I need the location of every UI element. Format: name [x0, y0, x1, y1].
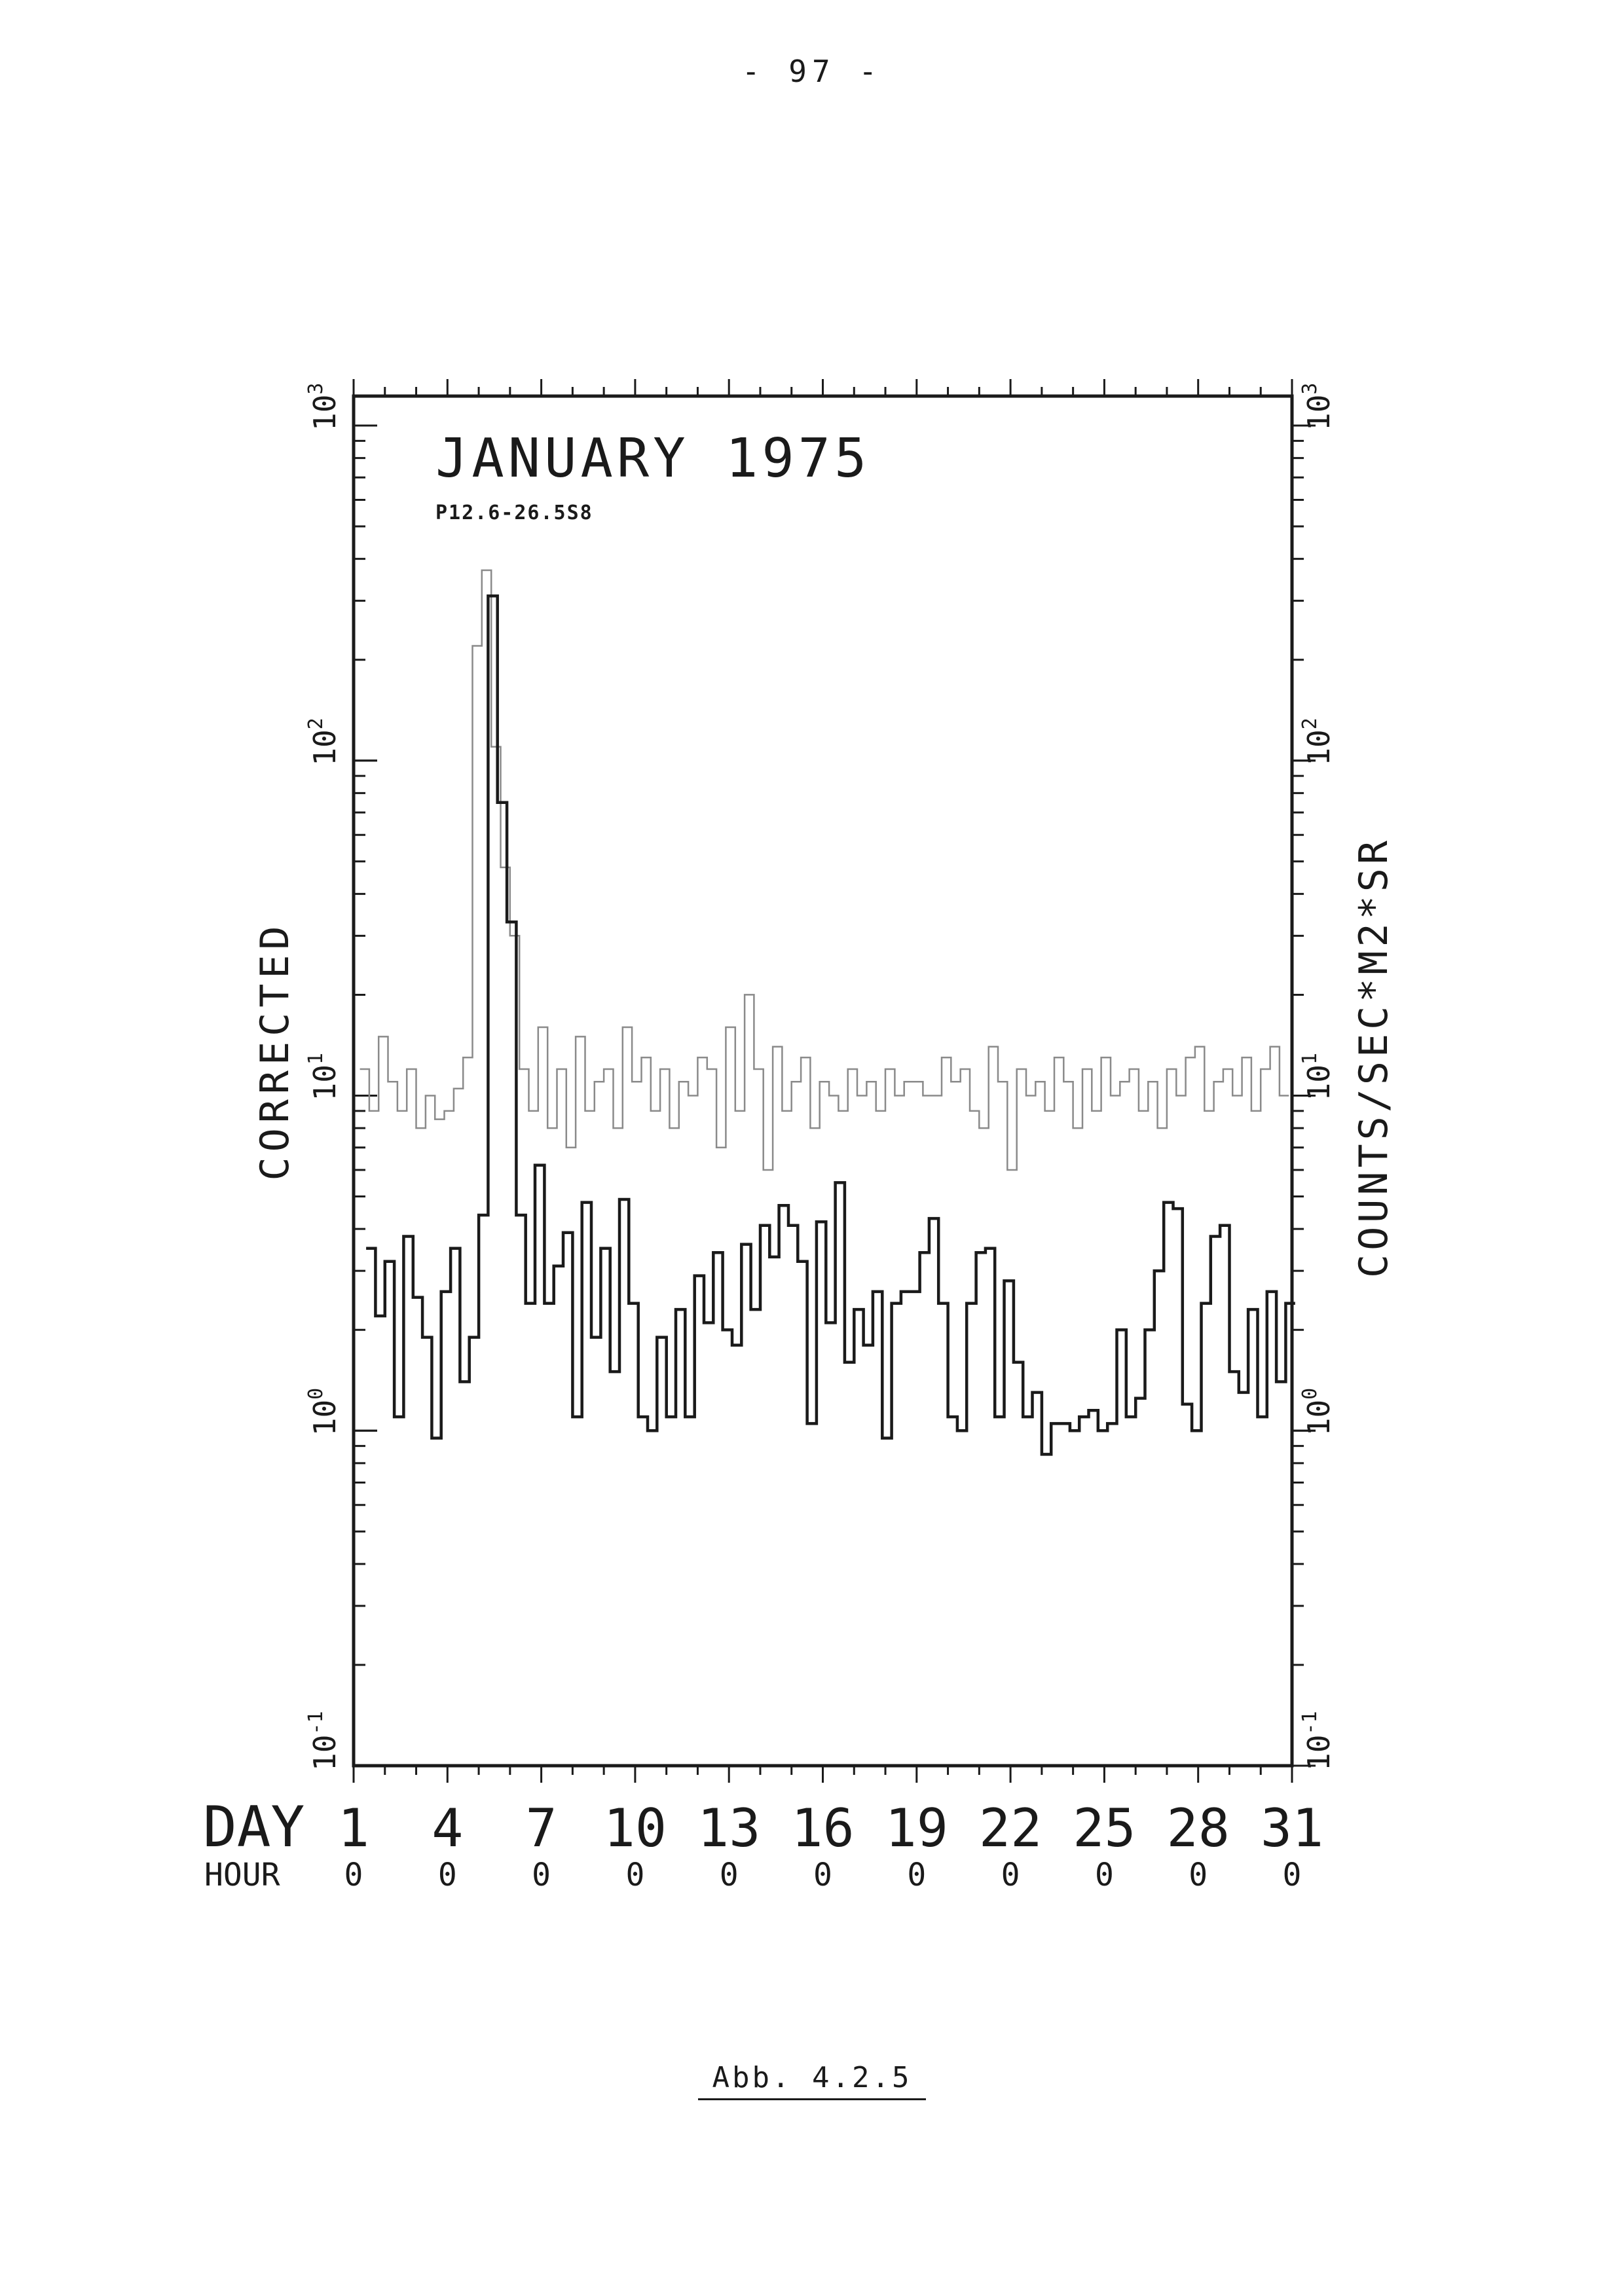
- x-tick-label-hour-10: 0: [1283, 1857, 1302, 1893]
- x-tick-label-day-7: 7: [526, 1798, 557, 1859]
- data-series-group: [360, 569, 1295, 1456]
- page-number: - 97 -: [741, 54, 883, 89]
- x-tick-label-hour-0: 0: [344, 1857, 363, 1893]
- y-tick-label-right-3: 102: [1299, 718, 1337, 765]
- y-tick-label-right-4: 103: [1299, 383, 1337, 431]
- series-line-thin: [360, 569, 1289, 1171]
- y-axis-label-right: COUNTS/SEC*M2*SR: [1351, 837, 1397, 1278]
- x-tick-label-day-10: 10: [604, 1798, 667, 1859]
- y-tick-exponent: 2: [304, 718, 327, 729]
- chart-title: JANUARY 1975: [435, 428, 870, 490]
- x-tick-label-hour-1: 0: [438, 1857, 457, 1893]
- x-axis-day-label: DAY: [203, 1795, 304, 1860]
- y-tick-label-left-2: 101: [304, 1053, 342, 1101]
- y-tick-base: 10: [1301, 395, 1337, 431]
- x-tick-label-day-28: 28: [1167, 1798, 1230, 1859]
- y-tick-exponent: 1: [304, 1053, 327, 1065]
- y-tick-base: 10: [1301, 1400, 1337, 1436]
- x-axis-hour-label: HOUR: [204, 1857, 280, 1893]
- chart-subtitle: P12.6-26.5S8: [435, 501, 593, 524]
- x-tick-label-day-16: 16: [791, 1798, 854, 1859]
- y-tick-base: 10: [307, 729, 342, 765]
- x-tick-label-day-22: 22: [979, 1798, 1042, 1859]
- y-tick-exponent: 1: [1299, 1053, 1321, 1065]
- y-tick-base: 10: [1301, 1735, 1337, 1771]
- x-tick-label-hour-9: 0: [1189, 1857, 1208, 1893]
- y-tick-exponent: 0: [1299, 1388, 1321, 1400]
- y-tick-label-right-0: 10-1: [1299, 1711, 1337, 1771]
- series-line-thick: [366, 594, 1295, 1456]
- y-tick-base: 10: [307, 395, 342, 431]
- x-tick-label-day-1: 1: [338, 1798, 369, 1859]
- x-tick-label-day-13: 13: [697, 1798, 760, 1859]
- figure-caption: Abb. 4.2.5: [697, 2061, 927, 2100]
- y-axis-label-left: CORRECTED: [252, 920, 298, 1180]
- x-tick-label-hour-6: 0: [907, 1857, 926, 1893]
- x-tick-label-hour-2: 0: [532, 1857, 551, 1893]
- y-tick-base: 10: [307, 1065, 342, 1101]
- y-tick-label-right-2: 101: [1299, 1053, 1337, 1101]
- y-tick-exponent: -1: [304, 1711, 327, 1734]
- y-tick-label-right-1: 100: [1299, 1388, 1337, 1436]
- x-tick-label-hour-8: 0: [1095, 1857, 1114, 1893]
- x-tick-labels: 1 4 7 10 13 16 19 22 25 28 310 0 0 0 0 0 0 0 0 0 0: [338, 1798, 1323, 1893]
- y-tick-label-left-4: 103: [304, 383, 342, 431]
- y-tick-base: 10: [1301, 729, 1337, 765]
- y-tick-label-left-1: 100: [304, 1388, 342, 1436]
- x-tick-label-hour-7: 0: [1001, 1857, 1020, 1893]
- axis-ticks: [352, 379, 1316, 1783]
- y-tick-base: 10: [1301, 1065, 1337, 1101]
- y-tick-label-left-0: 10-1: [304, 1711, 342, 1771]
- x-tick-label-day-25: 25: [1073, 1798, 1135, 1859]
- plot-frame: [352, 394, 1294, 1768]
- x-tick-label-day-31: 31: [1261, 1798, 1323, 1859]
- x-tick-label-hour-5: 0: [813, 1857, 832, 1893]
- y-tick-base: 10: [307, 1735, 342, 1771]
- plot-axes: [352, 394, 1294, 1768]
- y-tick-exponent: 2: [1299, 718, 1321, 729]
- x-tick-label-day-19: 19: [885, 1798, 948, 1859]
- x-tick-label-day-4: 4: [432, 1798, 463, 1859]
- x-tick-label-hour-3: 0: [625, 1857, 644, 1893]
- x-tick-label-hour-4: 0: [720, 1857, 739, 1893]
- y-tick-exponent: -1: [1299, 1711, 1321, 1734]
- y-tick-base: 10: [307, 1400, 342, 1436]
- y-tick-label-left-3: 102: [304, 718, 342, 765]
- y-tick-exponent: 3: [304, 383, 327, 395]
- y-tick-exponent: 3: [1299, 383, 1321, 395]
- y-tick-exponent: 0: [304, 1388, 327, 1400]
